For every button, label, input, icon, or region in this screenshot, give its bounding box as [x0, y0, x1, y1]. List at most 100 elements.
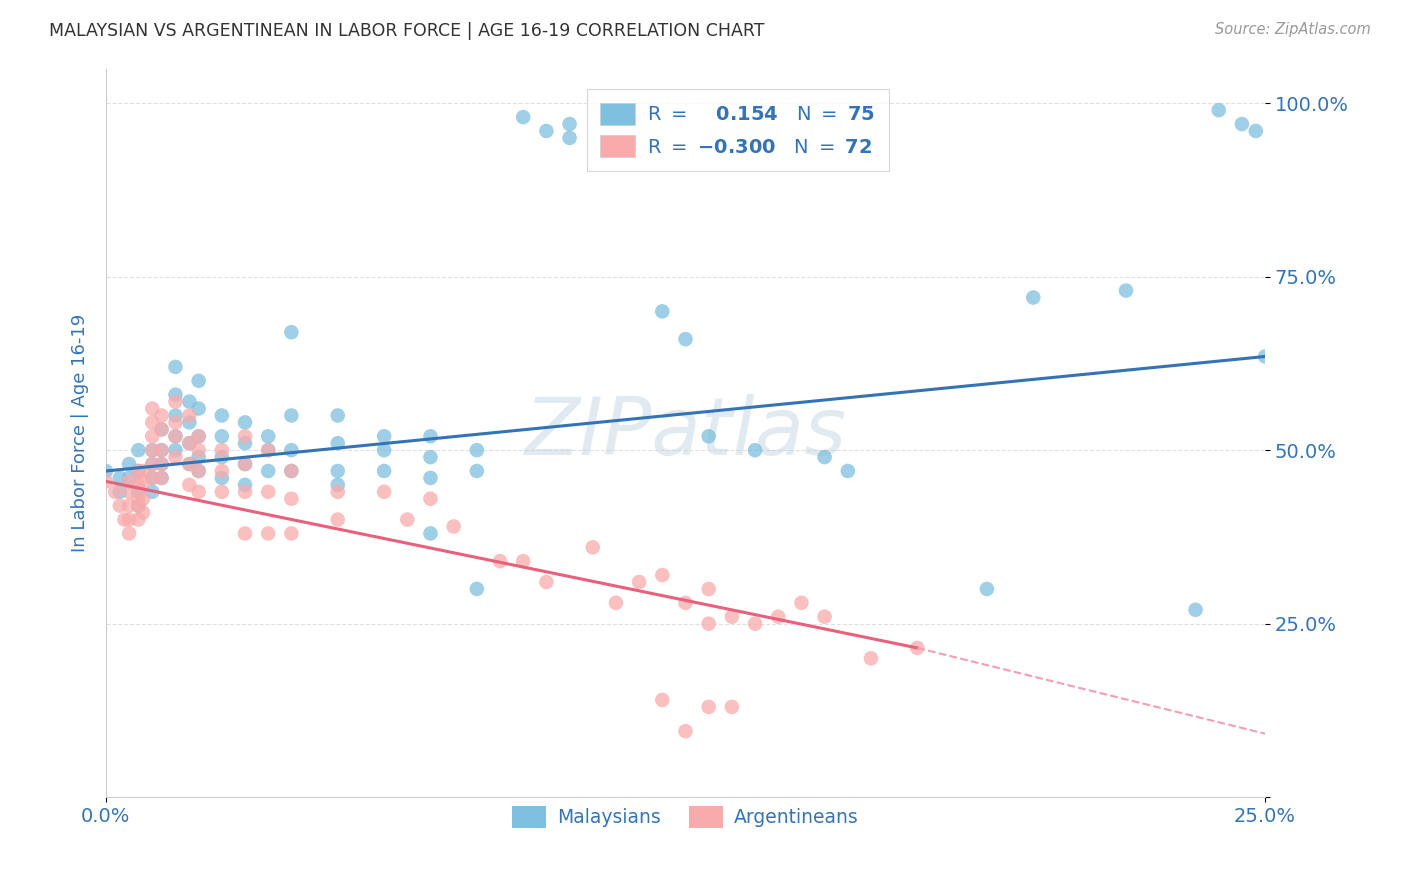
- Point: [179, 394, 201, 409]
- Point: [127, 464, 149, 478]
- Point: [326, 436, 349, 450]
- Point: [211, 484, 233, 499]
- Point: [141, 484, 163, 499]
- Point: [179, 436, 201, 450]
- Point: [373, 484, 395, 499]
- Point: [1230, 117, 1253, 131]
- Point: [127, 499, 149, 513]
- Point: [233, 478, 256, 492]
- Point: [108, 471, 131, 485]
- Point: [257, 464, 280, 478]
- Point: [697, 700, 720, 714]
- Point: [114, 512, 136, 526]
- Point: [150, 457, 173, 471]
- Point: [165, 387, 187, 401]
- Point: [141, 429, 163, 443]
- Point: [790, 596, 813, 610]
- Point: [150, 422, 173, 436]
- Point: [605, 596, 627, 610]
- Point: [721, 609, 744, 624]
- Point: [233, 457, 256, 471]
- Point: [675, 332, 697, 346]
- Point: [257, 443, 280, 458]
- Point: [165, 450, 187, 464]
- Point: [150, 471, 173, 485]
- Point: [108, 484, 131, 499]
- Point: [118, 512, 141, 526]
- Point: [651, 693, 673, 707]
- Point: [150, 443, 173, 458]
- Point: [1254, 350, 1277, 364]
- Point: [233, 429, 256, 443]
- Point: [132, 464, 155, 478]
- Point: [127, 499, 149, 513]
- Point: [373, 464, 395, 478]
- Point: [141, 443, 163, 458]
- Point: [859, 651, 882, 665]
- Point: [489, 554, 512, 568]
- Point: [118, 499, 141, 513]
- Point: [211, 443, 233, 458]
- Point: [179, 416, 201, 430]
- Point: [1208, 103, 1230, 117]
- Point: [1022, 291, 1045, 305]
- Point: [118, 484, 141, 499]
- Point: [179, 436, 201, 450]
- Point: [165, 443, 187, 458]
- Point: [768, 609, 790, 624]
- Point: [675, 724, 697, 739]
- Point: [651, 568, 673, 582]
- Point: [419, 450, 441, 464]
- Point: [187, 450, 209, 464]
- Point: [108, 499, 131, 513]
- Point: [233, 484, 256, 499]
- Point: [257, 443, 280, 458]
- Point: [127, 478, 149, 492]
- Point: [257, 526, 280, 541]
- Point: [127, 484, 149, 499]
- Text: ZIPatlas: ZIPatlas: [524, 394, 846, 472]
- Point: [419, 471, 441, 485]
- Point: [141, 457, 163, 471]
- Point: [127, 491, 149, 506]
- Point: [104, 484, 127, 499]
- Point: [141, 471, 163, 485]
- Text: Source: ZipAtlas.com: Source: ZipAtlas.com: [1215, 22, 1371, 37]
- Point: [211, 471, 233, 485]
- Point: [233, 416, 256, 430]
- Point: [118, 526, 141, 541]
- Point: [132, 475, 155, 489]
- Point: [280, 526, 302, 541]
- Point: [1115, 284, 1137, 298]
- Point: [675, 596, 697, 610]
- Point: [118, 471, 141, 485]
- Point: [837, 464, 859, 478]
- Point: [141, 443, 163, 458]
- Point: [443, 519, 465, 533]
- Point: [257, 484, 280, 499]
- Text: MALAYSIAN VS ARGENTINEAN IN LABOR FORCE | AGE 16-19 CORRELATION CHART: MALAYSIAN VS ARGENTINEAN IN LABOR FORCE …: [49, 22, 765, 40]
- Point: [326, 464, 349, 478]
- Point: [280, 443, 302, 458]
- Point: [211, 409, 233, 423]
- Point: [165, 416, 187, 430]
- Point: [721, 700, 744, 714]
- Point: [813, 609, 835, 624]
- Point: [465, 464, 488, 478]
- Point: [150, 471, 173, 485]
- Point: [132, 491, 155, 506]
- Point: [465, 582, 488, 596]
- Point: [150, 443, 173, 458]
- Point: [141, 457, 163, 471]
- Point: [280, 464, 302, 478]
- Point: [127, 464, 149, 478]
- Point: [165, 429, 187, 443]
- Point: [233, 436, 256, 450]
- Point: [905, 640, 928, 655]
- Point: [651, 304, 673, 318]
- Point: [150, 457, 173, 471]
- Point: [141, 401, 163, 416]
- Point: [179, 457, 201, 471]
- Point: [179, 478, 201, 492]
- Point: [165, 409, 187, 423]
